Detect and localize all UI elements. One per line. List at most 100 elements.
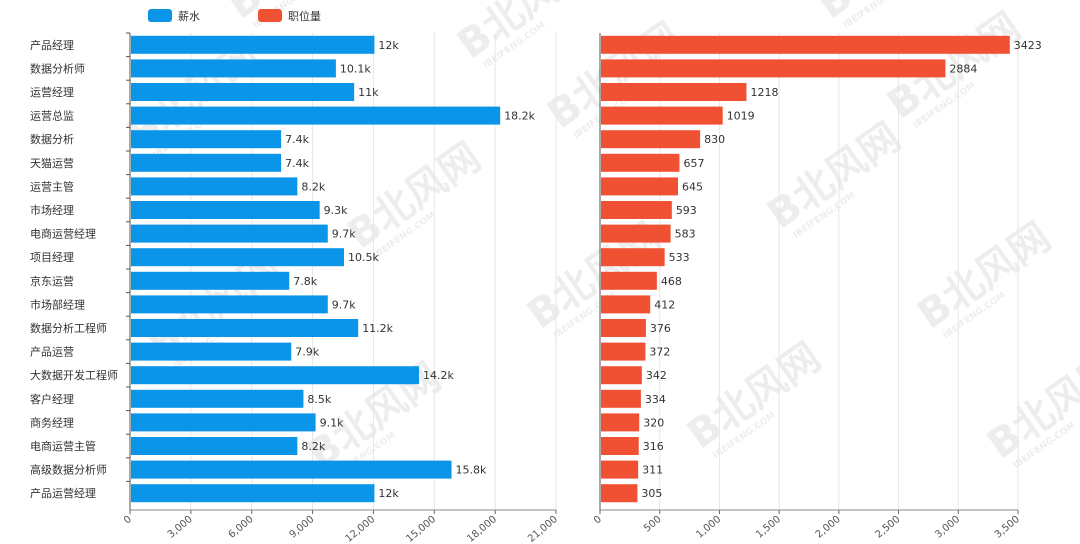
salary-value-label: 12k — [378, 487, 399, 500]
watermark-brand: B北风网 — [679, 334, 829, 458]
category-label: 市场经理 — [30, 203, 74, 217]
salary-value-label: 11.2k — [362, 322, 393, 335]
bars: 12k 10.1k 11k 18.2k 7.4k 7.4k 8.2k 9.3k 9.7k 10.5… — [131, 35, 1042, 503]
salary-bar — [131, 248, 344, 267]
job-count-value-label: 334 — [645, 393, 666, 406]
category-label: 数据分析师 — [30, 61, 85, 75]
salary-bar — [131, 177, 298, 196]
x-tick-label: 9,000 — [287, 514, 316, 541]
category-label: 数据分析 — [30, 132, 74, 146]
category-label: 运营总监 — [30, 109, 74, 123]
category-label: 商务经理 — [30, 415, 74, 429]
category-label: 运营经理 — [30, 85, 74, 99]
salary-value-label: 18.2k — [504, 110, 535, 123]
x-tick-label: 12,000 — [343, 514, 377, 544]
salary-value-label: 10.5k — [348, 251, 379, 264]
salary-bar — [131, 389, 304, 408]
category-label: 运营主管 — [30, 179, 74, 193]
salary-bar — [131, 35, 375, 54]
x-tick-label: 500 — [642, 514, 664, 535]
category-label: 产品运营 — [30, 345, 74, 359]
salary-value-label: 15.8k — [456, 464, 487, 477]
category-labels: 产品经理数据分析师运营经理运营总监数据分析天猫运营运营主管市场经理电商运营经理项… — [30, 38, 118, 500]
job-count-bar — [601, 295, 651, 314]
salary-bar — [131, 153, 282, 172]
salary-value-label: 8.2k — [301, 440, 325, 453]
job-count-bar — [601, 437, 639, 455]
x-tick-label: 1,500 — [754, 514, 783, 541]
job-count-bar — [601, 413, 640, 432]
job-count-bar — [601, 59, 946, 78]
job-count-bar — [601, 248, 665, 267]
x-tick-label: 15,000 — [404, 514, 438, 544]
salary-bar — [131, 366, 420, 385]
job-count-bar — [601, 460, 639, 479]
job-count-bar — [601, 319, 646, 337]
salary-bar — [131, 437, 298, 455]
job-count-value-label: 305 — [641, 487, 662, 500]
salary-value-label: 10.1k — [340, 62, 371, 75]
job-count-bar — [601, 35, 1010, 54]
job-count-bar — [601, 366, 642, 385]
salary-bar — [131, 460, 452, 479]
job-count-bar — [601, 224, 671, 243]
category-label: 客户经理 — [30, 392, 74, 406]
salary-value-label: 11k — [358, 86, 379, 99]
x-tick-label: 6,000 — [227, 514, 256, 541]
salary-bar — [131, 59, 336, 78]
legend-swatch — [148, 9, 172, 22]
x-tick-label: 0 — [592, 514, 604, 527]
salary-bar — [131, 271, 290, 290]
salary-value-label: 9.3k — [324, 204, 348, 217]
job-count-bar — [601, 271, 657, 290]
salary-value-label: 7.4k — [285, 133, 309, 146]
salary-bar — [131, 484, 375, 503]
salary-value-label: 7.8k — [293, 275, 317, 288]
job-count-bar — [601, 342, 646, 361]
x-tick-label: 3,000 — [166, 514, 195, 541]
x-tick-label: 3,000 — [933, 514, 962, 541]
job-count-value-label: 468 — [661, 275, 682, 288]
job-count-value-label: 376 — [650, 322, 671, 335]
category-label: 电商运营主管 — [30, 439, 96, 453]
watermark-brand: B北风网 — [759, 114, 909, 238]
salary-bar — [131, 295, 328, 314]
job-count-bar — [601, 484, 638, 503]
job-count-value-label: 1019 — [727, 110, 755, 123]
salary-bar — [131, 130, 282, 149]
job-count-value-label: 2884 — [949, 62, 977, 75]
legend-label: 薪水 — [178, 10, 200, 23]
legend-swatch — [258, 9, 282, 22]
job-count-bar — [601, 177, 679, 196]
x-tick-label: 2,500 — [873, 514, 902, 541]
job-count-value-label: 657 — [683, 157, 704, 170]
job-count-value-label: 320 — [643, 416, 664, 429]
job-count-bar — [601, 201, 672, 219]
category-label: 市场部经理 — [30, 297, 85, 311]
x-tick-label: 0 — [122, 514, 134, 527]
job-count-value-label: 1218 — [750, 86, 778, 99]
job-count-value-label: 583 — [675, 228, 696, 241]
salary-value-label: 14.2k — [423, 369, 454, 382]
salary-value-label: 12k — [378, 39, 399, 52]
category-label: 项目经理 — [30, 251, 74, 264]
salary-bar — [131, 83, 355, 101]
job-count-value-label: 593 — [676, 204, 697, 217]
salary-bar — [131, 106, 501, 125]
legend-label: 职位量 — [288, 9, 321, 23]
job-count-value-label: 830 — [704, 133, 725, 146]
salary-value-label: 8.5k — [307, 393, 331, 406]
x-tick-label: 18,000 — [465, 514, 499, 544]
salary-value-label: 7.4k — [285, 157, 309, 170]
x-tick-label: 2,000 — [814, 514, 843, 541]
salary-bar — [131, 413, 316, 432]
job-count-bar — [601, 83, 747, 101]
watermark-brand: B北风网 — [909, 214, 1059, 338]
job-count-bar — [601, 130, 701, 149]
legend: 薪水 职位量 — [148, 9, 321, 23]
category-label: 产品运营经理 — [30, 486, 96, 500]
salary-bar — [131, 342, 292, 361]
job-count-value-label: 533 — [669, 251, 690, 264]
x-tick-label: 3,500 — [993, 514, 1022, 541]
